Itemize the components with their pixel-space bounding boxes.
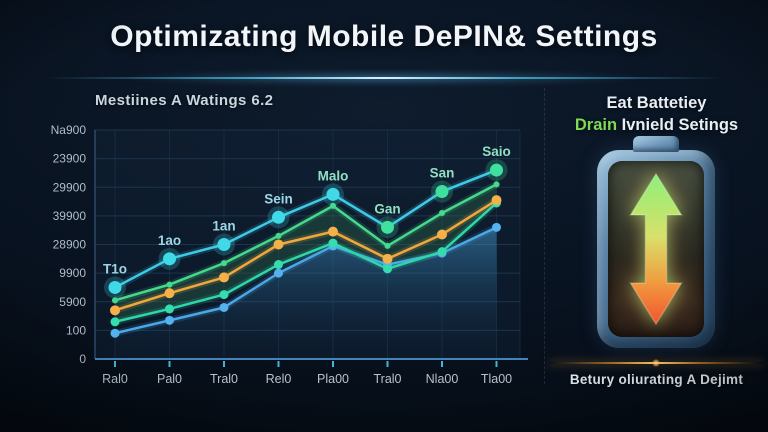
up-down-arrow-icon — [629, 172, 683, 326]
chart-title: Mestiines A Watings 6.2 — [95, 92, 274, 109]
svg-text:28900: 28900 — [53, 238, 87, 252]
battery-headline-accent: Drain — [574, 116, 618, 134]
battery-terminal-icon — [633, 136, 679, 152]
svg-text:Saio: Saio — [482, 144, 511, 159]
battery-caption: Betury oliurating A Dejimt — [569, 372, 744, 387]
battery-headline-line2: Drain Ivnield Setings — [545, 114, 768, 136]
svg-text:1ao: 1ao — [158, 233, 181, 248]
svg-text:Sein: Sein — [264, 191, 293, 206]
right-panel: Eat Battetiey Drain Ivnield Setings — [545, 84, 768, 424]
svg-text:23900: 23900 — [53, 152, 87, 166]
battery-headline: Eat Battetiey Drain Ivnield Setings — [545, 92, 768, 136]
svg-text:29900: 29900 — [53, 180, 87, 194]
svg-text:Nla00: Nla00 — [426, 372, 459, 386]
battery-icon — [597, 136, 715, 348]
svg-text:T1o: T1o — [103, 261, 127, 276]
svg-text:5900: 5900 — [59, 295, 86, 309]
svg-text:Tral0: Tral0 — [210, 372, 238, 386]
svg-text:Pal0: Pal0 — [157, 372, 182, 386]
light-streak-divider — [46, 77, 722, 79]
page-title: Optimizating Mobile DePIN& Settings — [110, 20, 658, 53]
svg-text:0: 0 — [79, 352, 86, 366]
svg-text:Gan: Gan — [374, 201, 400, 216]
orange-divider — [549, 359, 763, 367]
section-divider — [544, 88, 545, 384]
svg-text:Ral0: Ral0 — [102, 372, 128, 386]
svg-text:9900: 9900 — [59, 266, 86, 280]
svg-text:Malo: Malo — [318, 168, 349, 183]
svg-text:Rel0: Rel0 — [266, 372, 292, 386]
svg-text:Na900: Na900 — [51, 123, 87, 137]
svg-text:39900: 39900 — [53, 209, 87, 223]
svg-text:Pla00: Pla00 — [317, 372, 349, 386]
svg-text:1an: 1an — [212, 219, 235, 234]
battery-headline-line1: Eat Battetiey — [606, 94, 707, 112]
svg-text:San: San — [430, 166, 455, 181]
battery-headline-rest: Ivnield Setings — [617, 116, 739, 134]
svg-text:Tla00: Tla00 — [481, 372, 512, 386]
battery-body — [608, 161, 704, 337]
chart-section: Mestiines A Watings 6.2 0 100 5900 9900 2890… — [0, 84, 545, 414]
svg-text:Tral0: Tral0 — [373, 372, 401, 386]
svg-text:100: 100 — [66, 323, 86, 337]
chart-svg: 0 100 5900 9900 28900 39900 29900 23900 Na900 T1o… — [51, 123, 528, 386]
